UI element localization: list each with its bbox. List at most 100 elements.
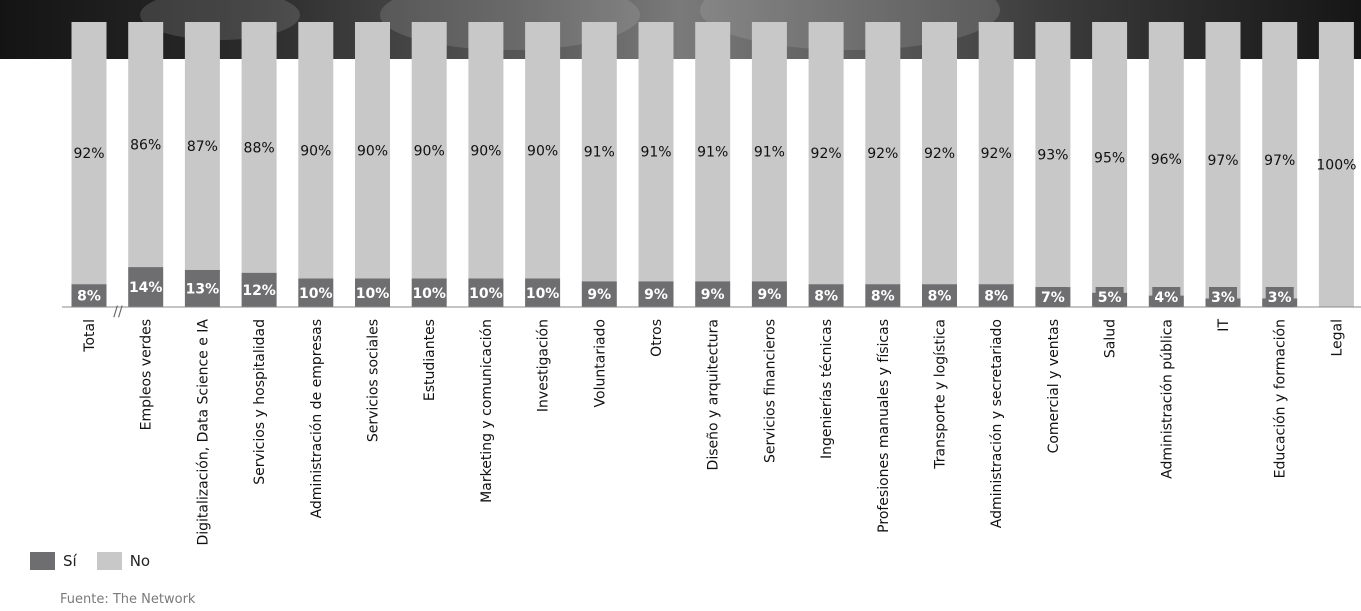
data-label-si-14: 8% bbox=[871, 289, 895, 305]
labels-layer: 92% 8% Total 86% 14% Empleos verdes 87% 13% Digi… bbox=[73, 138, 1356, 546]
data-label-si-3: 12% bbox=[242, 283, 276, 299]
bar-si-8 bbox=[525, 278, 561, 307]
data-label-no-1: 86% bbox=[130, 138, 161, 154]
category-label-10: Otros bbox=[649, 319, 665, 357]
data-label-no-3: 88% bbox=[244, 140, 275, 156]
legend-swatch-no bbox=[96, 552, 122, 570]
data-label-si-11: 9% bbox=[701, 287, 725, 303]
data-label-si-0: 8% bbox=[77, 289, 101, 305]
data-label-si-21: 3% bbox=[1268, 290, 1292, 306]
legend: Sí No bbox=[30, 552, 170, 570]
category-label-14: Profesiones manuales y físicas bbox=[876, 319, 892, 533]
bar-no-8 bbox=[525, 22, 561, 279]
bar-no-20 bbox=[1205, 22, 1241, 299]
data-label-si-9: 9% bbox=[587, 287, 611, 303]
data-label-box-si-18 bbox=[1095, 287, 1124, 307]
category-label-11: Diseño y arquitectura bbox=[706, 319, 722, 470]
data-label-si-7: 10% bbox=[469, 286, 503, 302]
data-label-si-15: 8% bbox=[928, 289, 952, 305]
data-label-no-0: 92% bbox=[73, 146, 104, 162]
data-label-box-si-21 bbox=[1265, 287, 1294, 307]
data-label-si-19: 4% bbox=[1154, 290, 1178, 306]
data-label-no-22: 100% bbox=[1316, 158, 1356, 174]
bar-no-6 bbox=[411, 22, 447, 279]
bar-si-4 bbox=[298, 278, 334, 307]
legend-label-si: Sí bbox=[63, 552, 77, 570]
bar-no-11 bbox=[695, 22, 731, 282]
bar-no-5 bbox=[355, 22, 390, 279]
bar-si-10 bbox=[638, 281, 674, 307]
data-label-no-21: 97% bbox=[1264, 153, 1295, 169]
legend-swatch-si bbox=[30, 552, 55, 570]
category-label-16: Administración y secretariado bbox=[989, 319, 1005, 528]
bar-no-2 bbox=[184, 22, 220, 270]
bar-si-0 bbox=[71, 284, 107, 307]
bar-no-21 bbox=[1262, 22, 1298, 299]
bar-no-17 bbox=[1035, 22, 1071, 288]
data-label-no-5: 90% bbox=[357, 143, 388, 159]
category-label-2: Digitalización, Data Science e IA bbox=[195, 319, 211, 546]
data-label-box-si-19 bbox=[1152, 287, 1181, 307]
data-label-box-si-20 bbox=[1209, 287, 1237, 307]
bar-si-13 bbox=[808, 284, 844, 307]
bar-si-1 bbox=[128, 267, 164, 307]
data-label-si-20: 3% bbox=[1211, 290, 1235, 306]
data-label-si-8: 10% bbox=[526, 286, 560, 302]
data-label-no-20: 97% bbox=[1207, 153, 1238, 169]
bar-si-7 bbox=[468, 278, 504, 307]
data-label-no-12: 91% bbox=[754, 145, 785, 161]
category-label-20: IT bbox=[1216, 319, 1232, 332]
data-label-si-10: 9% bbox=[644, 287, 668, 303]
data-label-si-6: 10% bbox=[412, 286, 446, 302]
data-label-no-19: 96% bbox=[1151, 152, 1182, 168]
bar-no-12 bbox=[751, 22, 787, 282]
bar-si-16 bbox=[978, 284, 1014, 307]
data-label-no-6: 90% bbox=[414, 143, 445, 159]
bar-si-6 bbox=[411, 278, 447, 307]
data-label-si-5: 10% bbox=[356, 286, 390, 302]
bar-si-3 bbox=[241, 272, 277, 307]
data-label-no-8: 90% bbox=[527, 143, 558, 159]
data-label-no-17: 93% bbox=[1037, 148, 1068, 164]
legend-item-no: No bbox=[96, 552, 151, 570]
bar-si-15 bbox=[922, 284, 957, 307]
bar-no-4 bbox=[298, 22, 334, 279]
data-label-si-17: 7% bbox=[1041, 290, 1065, 306]
data-label-si-12: 9% bbox=[758, 287, 782, 303]
category-label-6: Estudiantes bbox=[422, 319, 438, 401]
data-label-si-18: 5% bbox=[1098, 290, 1122, 306]
data-label-no-13: 92% bbox=[811, 146, 842, 162]
category-label-19: Administración pública bbox=[1159, 319, 1175, 479]
bar-si-11 bbox=[695, 281, 731, 307]
bar-no-16 bbox=[978, 22, 1014, 285]
data-label-no-2: 87% bbox=[187, 139, 218, 155]
bar-si-5 bbox=[355, 278, 390, 307]
legend-label-no: No bbox=[129, 552, 151, 570]
bar-no-18 bbox=[1092, 22, 1128, 293]
data-label-si-1: 14% bbox=[129, 280, 163, 296]
category-label-0: Total bbox=[82, 319, 98, 353]
bar-no-19 bbox=[1148, 22, 1184, 296]
bar-no-9 bbox=[581, 22, 617, 282]
bar-si-14 bbox=[865, 284, 901, 307]
category-label-22: Legal bbox=[1329, 319, 1345, 357]
category-label-17: Comercial y ventas bbox=[1046, 319, 1062, 453]
data-label-no-9: 91% bbox=[584, 145, 615, 161]
bar-no-7 bbox=[468, 22, 504, 279]
data-label-no-7: 90% bbox=[470, 143, 501, 159]
data-label-no-11: 91% bbox=[697, 145, 728, 161]
data-label-no-18: 95% bbox=[1094, 150, 1125, 166]
category-label-1: Empleos verdes bbox=[139, 319, 155, 430]
data-label-box-si-17 bbox=[1038, 287, 1067, 307]
bar-si-12 bbox=[751, 281, 787, 307]
data-label-no-15: 92% bbox=[924, 146, 955, 162]
bar-no-1 bbox=[128, 22, 164, 268]
category-label-15: Transporte y logística bbox=[933, 319, 949, 470]
category-label-7: Marketing y comunicación bbox=[479, 319, 495, 503]
bar-no-14 bbox=[865, 22, 901, 285]
category-label-21: Educación y formación bbox=[1273, 319, 1289, 478]
data-label-si-4: 10% bbox=[299, 286, 333, 302]
bar-no-10 bbox=[638, 22, 674, 282]
bar-no-15 bbox=[922, 22, 957, 285]
data-label-si-13: 8% bbox=[814, 289, 838, 305]
